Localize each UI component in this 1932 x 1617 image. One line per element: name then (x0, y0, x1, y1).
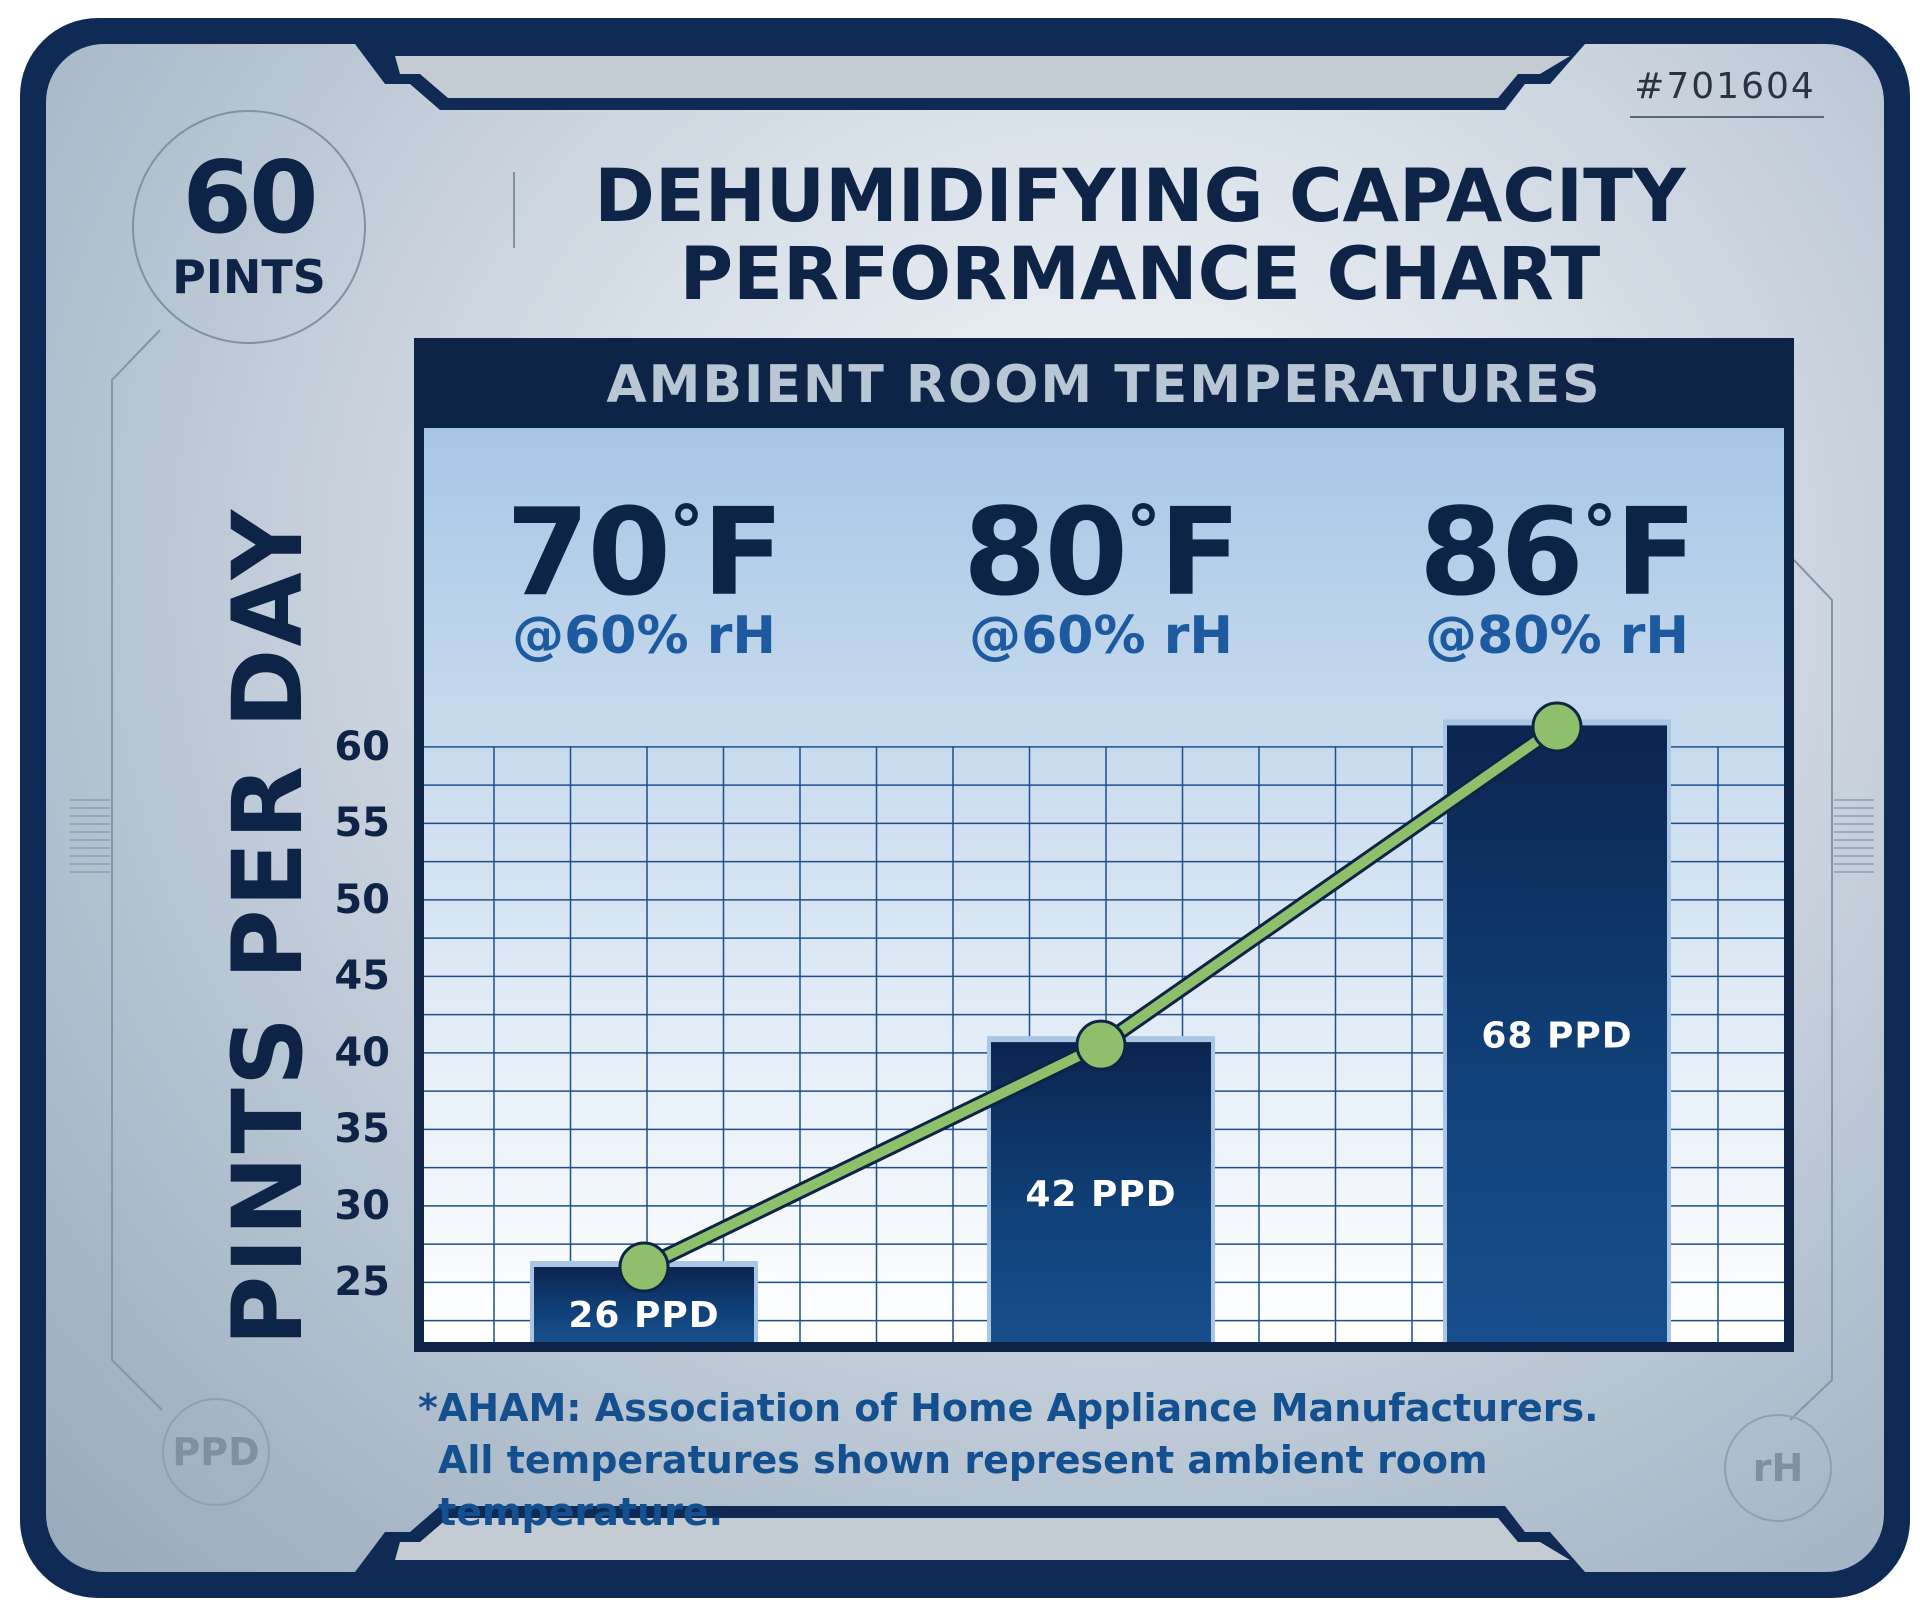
trend-point (618, 1241, 670, 1293)
degree-symbol: ° (1582, 491, 1617, 573)
category-temperature: 80°F (871, 472, 1331, 614)
temperature-unit: F (702, 484, 784, 623)
degree-symbol: ° (1126, 491, 1161, 573)
bar (1447, 725, 1667, 1342)
capacity-badge-number: 60 (182, 139, 318, 256)
capacity-badge (132, 110, 366, 344)
y-tick-label: 45 (334, 953, 390, 1000)
y-tick-label: 25 (334, 1259, 390, 1306)
chart-title: DEHUMIDIFYING CAPACITY PERFORMANCE CHART (520, 158, 1760, 314)
degree-symbol: ° (669, 491, 704, 573)
temperature-value: 80 (963, 484, 1128, 623)
footnote-line-2: All temperatures shown represent ambient… (438, 1438, 1488, 1534)
capacity-badge-unit: PINTS (172, 250, 326, 304)
chart-header: AMBIENT ROOM TEMPERATURES (606, 355, 1602, 415)
category-humidity: @60% rH (969, 606, 1233, 666)
temperature-unit: F (1159, 484, 1241, 623)
trend-point (1531, 701, 1583, 753)
y-tick-label: 35 (334, 1106, 390, 1153)
category-temperature: 86°F (1327, 472, 1787, 614)
y-tick-label: 30 (334, 1182, 390, 1229)
category-humidity: @60% rH (512, 606, 776, 666)
temperature-value: 70 (506, 484, 671, 623)
y-tick-label: 40 (334, 1029, 390, 1076)
y-tick-label: 50 (334, 876, 390, 923)
model-number-underline (1630, 116, 1824, 118)
chart-title-line-1: DEHUMIDIFYING CAPACITY (594, 154, 1686, 239)
model-number: #701604 (1634, 66, 1816, 107)
rh-corner-badge: rH (1724, 1414, 1832, 1522)
y-tick-label: 60 (334, 723, 390, 770)
bar-data-label: 26 PPD (568, 1295, 719, 1336)
footnote: *AHAM: Association of Home Appliance Man… (418, 1382, 1718, 1538)
category-temperature: 70°F (414, 472, 874, 614)
ppd-corner-badge: PPD (162, 1398, 270, 1506)
bar-data-label: 68 PPD (1481, 1016, 1632, 1057)
temperature-unit: F (1615, 484, 1697, 623)
chart-title-line-2: PERFORMANCE CHART (679, 232, 1601, 317)
trend-point (1075, 1019, 1127, 1071)
bar (991, 1042, 1211, 1342)
footnote-line-1: *AHAM: Association of Home Appliance Man… (418, 1386, 1599, 1430)
temperature-value: 86 (1419, 484, 1584, 623)
y-tick-label: 55 (334, 800, 390, 847)
category-humidity: @80% rH (1425, 606, 1689, 666)
bar-data-label: 42 PPD (1025, 1174, 1176, 1215)
title-divider (513, 172, 515, 248)
